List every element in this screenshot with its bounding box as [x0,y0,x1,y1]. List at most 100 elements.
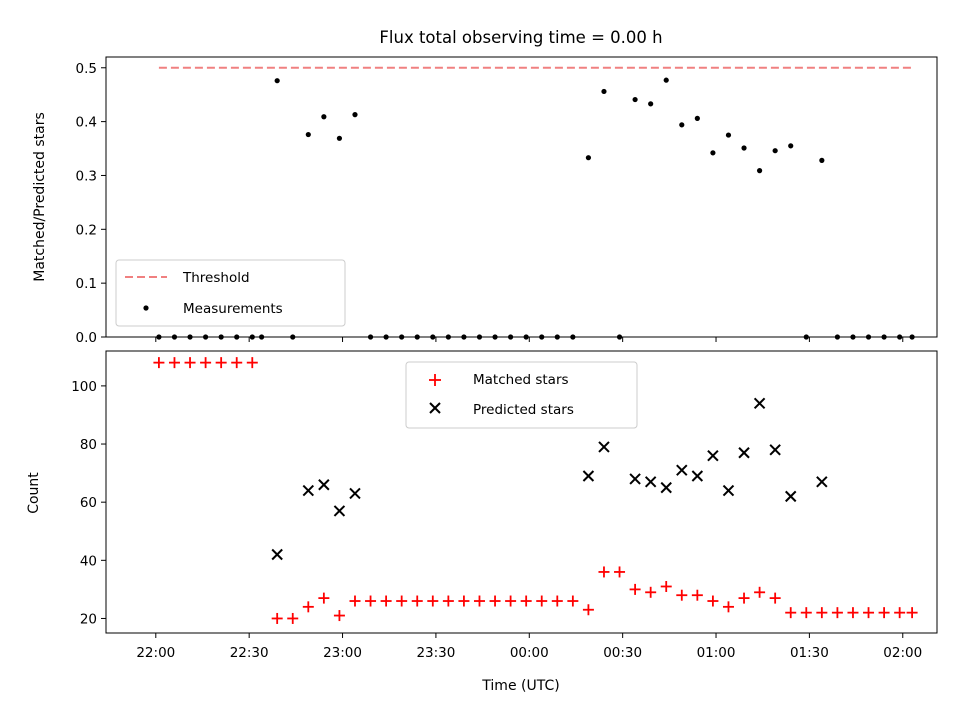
bottom-legend: Matched stars Predicted stars [405,361,638,429]
measurement-point [679,122,685,128]
bottom-y-tick-label: 40 [80,553,97,569]
matched-star-point [816,607,828,619]
legend-threshold-label: Threshold [182,270,250,286]
predicted-star-point [785,490,797,503]
x-tick-label: 23:30 [416,645,455,661]
matched-star-point [645,586,657,598]
matched-star-point [863,607,875,619]
measurement-point [694,115,700,121]
bottom-y-tick-label: 100 [71,379,97,395]
bottom-y-tick-label: 80 [80,437,97,453]
matched-star-point [567,595,579,607]
top-y-tick-label: 0.3 [76,168,97,184]
bottom-y-tick-label: 60 [80,495,97,511]
matched-star-point [168,357,180,369]
matched-star-point [318,592,330,604]
x-tick-label: 22:30 [230,645,269,661]
x-tick-label: 22:00 [136,645,175,661]
x-tick-label: 02:00 [883,645,922,661]
predicted-star-point [753,397,766,410]
measurement-point [788,143,794,149]
measurement-point [756,168,763,174]
measurement-point [336,135,343,141]
matched-star-point [551,595,563,607]
legend-measurements-label: Measurements [183,301,283,317]
matched-star-point [489,595,501,607]
measurement-point [648,101,654,107]
measurement-point [321,114,327,120]
measurement-point [819,157,825,163]
predicted-star-point [349,487,361,500]
matched-star-point [520,595,532,607]
matched-star-point [458,595,470,607]
top-chart-title: Flux total observing time = 0.00 h [379,28,662,47]
measurement-point [274,78,280,84]
bottom-y-axis-label: Count [26,472,42,514]
matched-star-point [153,357,165,369]
matched-star-point [769,592,781,604]
predicted-star-point [318,479,330,491]
matched-star-point [878,607,890,619]
matched-star-point [411,595,423,607]
matched-star-point [396,595,408,607]
predicted-star-point [707,449,719,462]
matched-star-point [894,607,906,619]
matched-star-point [847,607,859,619]
matched-star-point [271,612,283,624]
bottom-y-tick-label: 20 [80,611,97,627]
matched-star-point [800,607,812,619]
predicted-star-point [722,484,735,497]
matched-star-point [707,595,719,607]
measurement-point [305,131,311,138]
bottom-panel: 20 40 60 80 100 22:00 22:30 23:00 23:30 00:00 00:3… [26,350,938,694]
top-panel-frame [105,56,938,338]
matched-star-point [246,357,258,369]
top-panel: 0.0 0.1 0.2 0.3 0.4 0.5 Matched/Predicted sta… [32,56,938,346]
matched-star-point [660,580,672,592]
measurement-point [725,132,732,138]
matched-star-point [365,595,377,607]
measurement-point [601,88,607,95]
top-y-tick-label: 0.1 [76,276,97,292]
matched-star-point [582,604,594,616]
matched-star-point [302,601,314,613]
matched-star-point [287,612,299,624]
top-y-tick-label: 0.4 [76,115,97,131]
matched-star-point [349,595,361,607]
matched-star-point [200,357,212,369]
legend-predicted-swatch [429,402,441,414]
x-tick-label: 00:00 [510,645,549,661]
predicted-star-point [691,470,704,482]
predicted-star-point [333,505,346,517]
predicted-star-point [738,447,750,459]
legend-matched-label: Matched stars [473,372,569,388]
matched-star-point [442,595,454,607]
top-y-tick-label: 0.5 [76,61,97,77]
legend-predicted-label: Predicted stars [473,402,574,418]
top-legend: Threshold Measurements [115,259,346,327]
predicted-star-point [676,464,688,476]
x-tick-label: 01:30 [790,645,829,661]
matched-star-point [598,566,610,578]
matched-star-point [536,595,548,607]
x-tick-label: 00:30 [603,645,642,661]
legend-matched-swatch [429,374,441,386]
top-y-tick-label: 0.0 [76,330,97,346]
matched-star-point [831,607,843,619]
matched-star-point [473,595,485,607]
predicted-star-point [629,473,641,485]
predicted-star-point [769,444,781,456]
legend-measurements-swatch [143,305,149,311]
measurement-point [741,145,747,151]
predicted-star-point [271,548,283,561]
top-legend-box [115,259,346,327]
measurement-point [772,148,778,154]
x-tick-label: 23:00 [323,645,362,661]
predicted-star-point [644,476,657,488]
matched-star-point [614,566,626,578]
measurement-point [710,150,716,156]
matched-star-point [722,601,734,613]
matched-star-point [215,357,227,369]
matched-star-point [231,357,243,369]
